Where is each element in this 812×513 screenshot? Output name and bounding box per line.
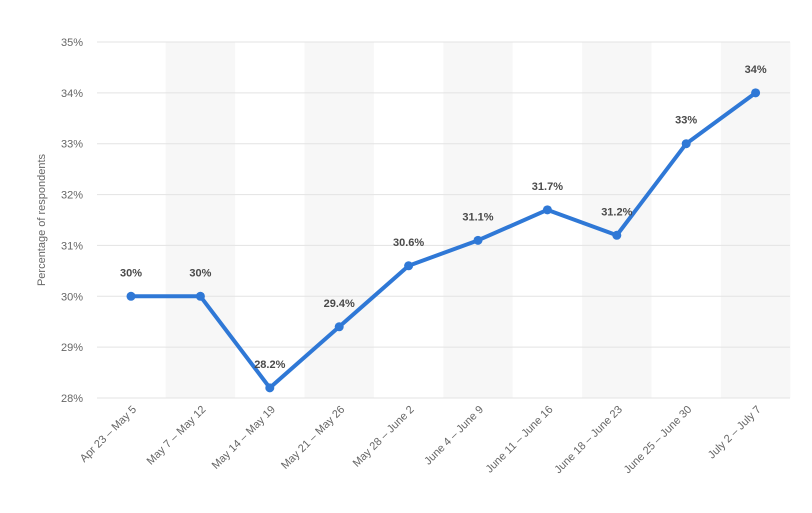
y-tick-label: 33% [61, 139, 83, 151]
y-tick-label: 34% [61, 88, 83, 100]
data-label: 29.4% [324, 298, 355, 310]
data-label: 31.7% [532, 181, 563, 193]
category-band [443, 42, 513, 398]
y-tick-label: 31% [61, 240, 83, 252]
data-point[interactable] [334, 322, 344, 332]
x-tick-label: June 4 – June 9 [422, 404, 486, 468]
data-label: 34% [745, 64, 767, 76]
x-tick-label: Apr 23 – May 5 [78, 404, 139, 465]
category-band [165, 42, 236, 398]
data-label: 31.2% [601, 206, 632, 218]
data-point[interactable] [404, 261, 414, 271]
x-tick-label: May 7 – May 12 [145, 404, 209, 468]
data-point[interactable] [612, 230, 622, 240]
data-point[interactable] [681, 139, 691, 149]
alternating-bands [165, 42, 791, 398]
x-tick-label: May 21 – May 26 [279, 404, 347, 472]
x-tick-label: June 11 – June 16 [484, 404, 556, 476]
data-label: 28.2% [254, 359, 285, 371]
data-labels: 30% 30% 28.2% 29.4% 30.6% 31.1% 31.7% 31.2% 33% 3… [120, 64, 767, 371]
x-tick-label: May 14 – May 19 [210, 404, 278, 472]
series-line [129, 90, 758, 390]
data-point[interactable] [265, 383, 275, 393]
y-tick-label: 28% [61, 393, 83, 405]
y-axis-title: Percentage of respondents [36, 153, 48, 286]
data-point[interactable] [751, 88, 761, 98]
series-group [126, 88, 761, 393]
x-tick-label: June 25 – June 30 [622, 404, 695, 477]
category-band [582, 42, 652, 398]
y-tick-label: 30% [61, 291, 83, 303]
data-label: 30% [189, 267, 211, 279]
data-label: 33% [675, 115, 697, 127]
y-tick-label: 35% [61, 37, 83, 49]
gridlines [97, 41, 790, 399]
y-axis-ticks: 28% 29% 30% 31% 32% 33% 34% 35% [61, 37, 83, 405]
y-tick-label: 29% [61, 342, 83, 354]
x-tick-label: July 2 – July 7 [706, 404, 764, 462]
x-tick-label: May 28 – June 2 [351, 404, 417, 470]
category-band [720, 42, 791, 398]
data-point[interactable] [195, 291, 205, 301]
data-point[interactable] [542, 205, 552, 215]
data-label: 31.1% [462, 211, 493, 223]
data-label: 30% [120, 267, 142, 279]
data-label: 30.6% [393, 237, 424, 249]
y-tick-label: 32% [61, 190, 83, 202]
data-point[interactable] [473, 235, 483, 245]
category-band [304, 42, 374, 398]
data-point[interactable] [126, 291, 136, 301]
x-tick-label: June 18 – June 23 [552, 404, 625, 477]
x-axis-ticks: Apr 23 – May 5 May 7 – May 12 May 14 – May… [78, 404, 764, 477]
